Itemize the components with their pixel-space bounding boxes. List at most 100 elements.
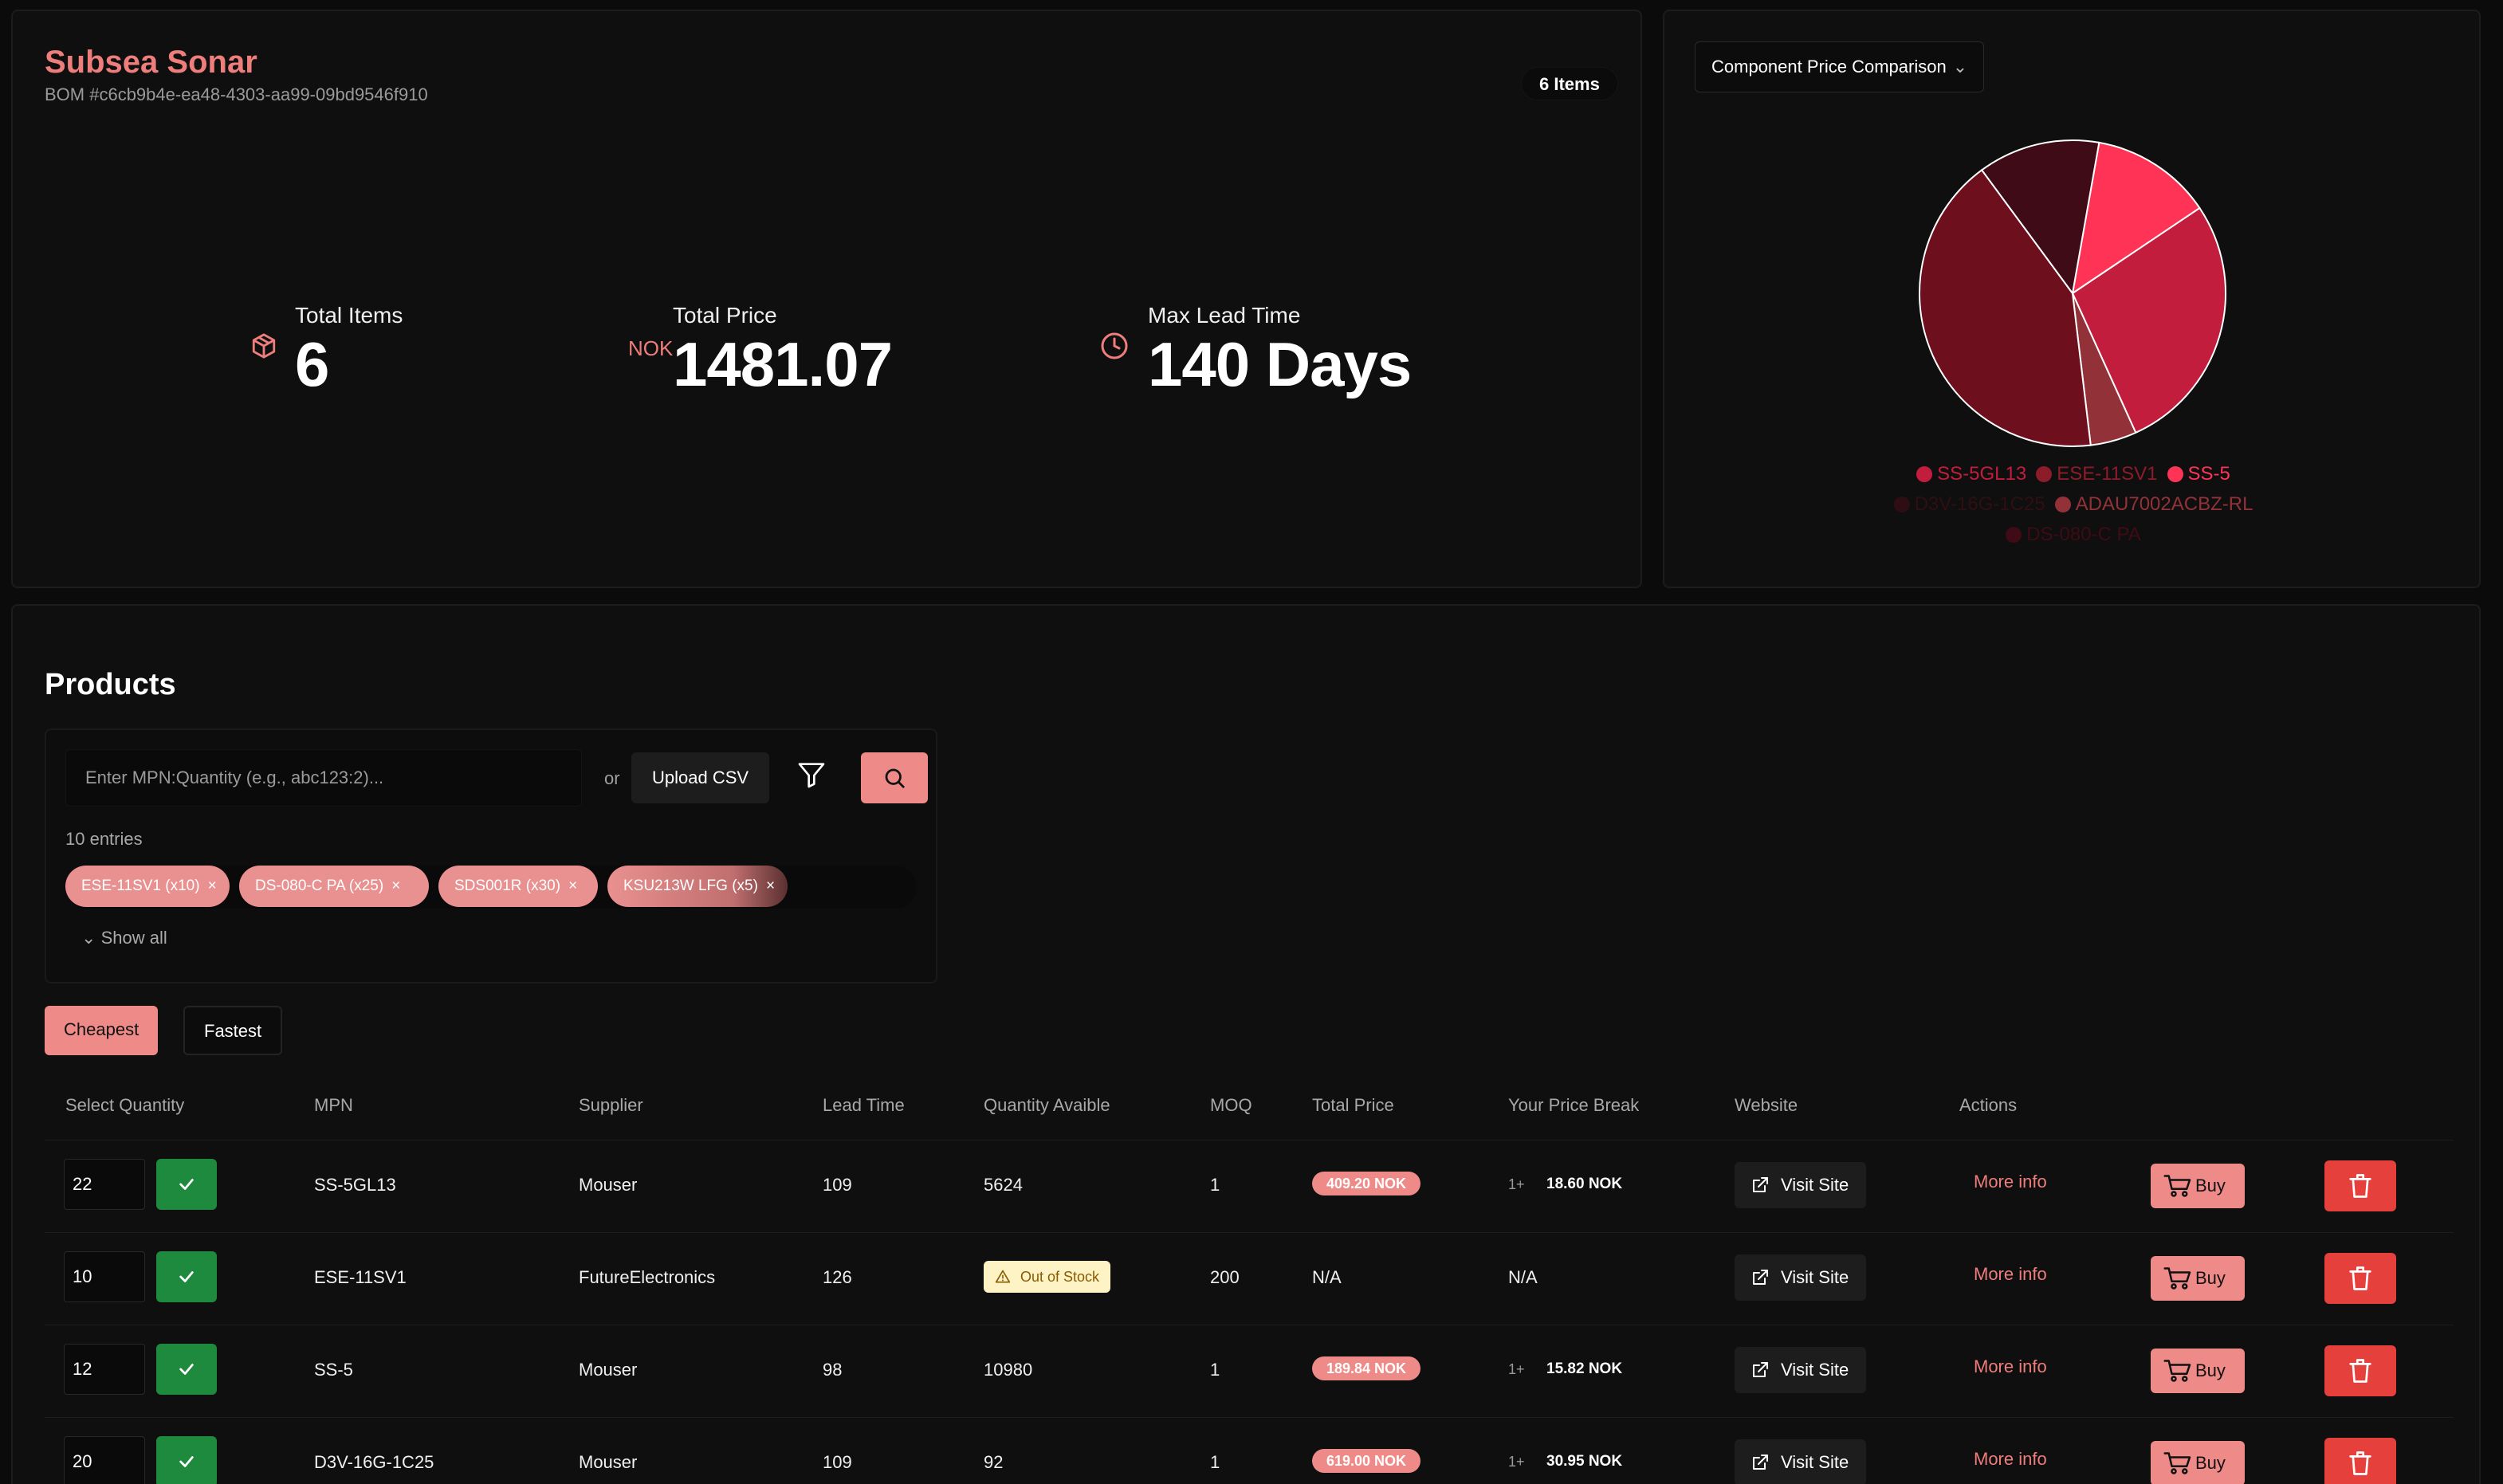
legend-label: DS-080-C PA [2026, 524, 2141, 545]
quantity-input[interactable]: 20 [64, 1436, 145, 1484]
row-divider [45, 1232, 2454, 1233]
cart-icon [2163, 1360, 2191, 1382]
price-pie-chart [1919, 139, 2226, 447]
confirm-quantity-button[interactable] [156, 1159, 217, 1210]
column-header: MPN [314, 1095, 353, 1115]
cart-icon [2163, 1452, 2191, 1474]
column-header: Actions [1959, 1095, 2018, 1115]
quantity-input[interactable]: 10 [64, 1251, 145, 1302]
show-all-toggle[interactable]: ⌄ Show all [81, 928, 167, 948]
buy-button[interactable]: Buy [2151, 1441, 2245, 1484]
chart-type-select-label: Component Price Comparison [1711, 57, 1947, 77]
total-price-badge: 409.20 NOK [1312, 1172, 1421, 1195]
mpn-chip[interactable]: DS-080-C PA (x25) × [239, 866, 429, 907]
more-info-link[interactable]: More info [1974, 1356, 2047, 1376]
more-info-link[interactable]: More info [1974, 1264, 2047, 1284]
price-break-value: 15.82 NOK [1546, 1360, 1623, 1377]
legend-item[interactable]: ESE-11SV1 [2036, 459, 2158, 489]
supplier-cell: Mouser [579, 1175, 638, 1195]
remove-chip-icon[interactable]: × [568, 877, 578, 894]
chart-type-select[interactable]: Component Price Comparison ⌄ [1695, 41, 1985, 92]
legend-label: ADAU7002ACBZ-RL [2075, 493, 2253, 515]
delete-button[interactable] [2324, 1160, 2396, 1211]
price-break-value: 18.60 NOK [1546, 1176, 1623, 1192]
cart-icon [2163, 1267, 2191, 1290]
quantity-input[interactable]: 22 [64, 1159, 145, 1210]
visit-site-button[interactable]: Visit Site [1735, 1254, 1867, 1301]
legend-item[interactable]: DS-080-C PA [2006, 520, 2141, 550]
trash-icon [2349, 1451, 2371, 1475]
total-price-cell: N/A [1312, 1267, 1342, 1287]
trash-icon [2349, 1174, 2371, 1198]
mpn-quantity-input[interactable]: Enter MPN:Quantity (e.g., abc123:2)... [65, 749, 582, 807]
upload-csv-button[interactable]: Upload CSV [631, 752, 770, 803]
legend-item[interactable]: SS-5 [2167, 459, 2230, 489]
mpn-cell: ESE-11SV1 [314, 1267, 407, 1287]
external-link-icon [1753, 1455, 1768, 1470]
lead-time-cell: 98 [823, 1360, 843, 1380]
remove-chip-icon[interactable]: × [391, 877, 401, 894]
legend-label: SS-5 [2187, 463, 2230, 485]
fastest-button[interactable]: Fastest [183, 1006, 283, 1055]
buy-label: Buy [2195, 1176, 2226, 1195]
total-items-value: 6 [295, 329, 329, 399]
delete-button[interactable] [2324, 1345, 2396, 1396]
remove-chip-icon[interactable]: × [765, 877, 776, 894]
visit-site-button[interactable]: Visit Site [1735, 1162, 1867, 1208]
total-price-label: Total Price [673, 303, 777, 328]
buy-button[interactable]: Buy [2151, 1256, 2245, 1301]
legend-swatch [2006, 527, 2022, 543]
trash-icon [2349, 1359, 2371, 1383]
mpn-cell: SS-5GL13 [314, 1175, 396, 1195]
price-comparison-panel: Component Price Comparison ⌄ SS-5GL13 ESE-… [1663, 10, 2481, 588]
total-items-stat: Total Items 6 [295, 303, 403, 395]
lead-time-cell: 109 [823, 1175, 852, 1195]
legend-item[interactable]: SS-5GL13 [1916, 459, 2026, 489]
buy-label: Buy [2195, 1453, 2226, 1473]
check-icon [179, 1364, 194, 1375]
mpn-chip[interactable]: ESE-11SV1 (x10) × [65, 866, 230, 907]
bom-summary-panel: Subsea Sonar BOM #c6cb9b4e-ea48-4303-aa9… [11, 10, 1642, 588]
confirm-quantity-button[interactable] [156, 1436, 217, 1484]
visit-site-label: Visit Site [1781, 1267, 1849, 1287]
pie-slice-ds-080-c-pa[interactable] [1980, 139, 2100, 296]
remove-chip-icon[interactable]: × [207, 877, 217, 894]
filter-icon[interactable] [796, 759, 827, 795]
external-link-icon [1753, 1362, 1768, 1377]
visit-site-button[interactable]: Visit Site [1735, 1439, 1867, 1484]
pie-slice-ss-5[interactable] [2071, 141, 2201, 296]
mpn-chip-label: DS-080-C PA (x25) [255, 877, 384, 894]
mpn-chip[interactable]: KSU213W LFG (x5) × [607, 866, 788, 907]
buy-button[interactable]: Buy [2151, 1349, 2245, 1393]
quantity-available-cell: 5624 [984, 1175, 1023, 1195]
legend-item[interactable]: D3V-16G-1C25 [1893, 489, 2045, 520]
delete-button[interactable] [2324, 1438, 2396, 1484]
quantity-input[interactable]: 12 [64, 1344, 145, 1395]
confirm-quantity-button[interactable] [156, 1344, 217, 1395]
column-header: Quantity Avaible [984, 1095, 1110, 1115]
legend-row: D3V-16G-1C25 ADAU7002ACBZ-RL [1664, 489, 2482, 520]
cart-icon [2163, 1175, 2191, 1197]
more-info-link[interactable]: More info [1974, 1172, 2047, 1192]
mpn-chip[interactable]: SDS001R (x30) × [438, 866, 598, 907]
cheapest-button[interactable]: Cheapest [45, 1006, 159, 1055]
moq-cell: 1 [1210, 1360, 1220, 1380]
max-lead-time-value: 140 Days [1148, 329, 1412, 399]
chevron-down-icon: ⌄ [81, 928, 96, 948]
out-of-stock-label: Out of Stock [1020, 1269, 1100, 1285]
search-button[interactable] [861, 752, 928, 803]
confirm-quantity-button[interactable] [156, 1251, 217, 1302]
price-break-value: N/A [1508, 1267, 1538, 1287]
delete-button[interactable] [2324, 1253, 2396, 1304]
pie-slice-d3v-16g-1c25[interactable] [1919, 168, 2092, 447]
mpn-cell: SS-5 [314, 1360, 353, 1380]
visit-site-button[interactable]: Visit Site [1735, 1347, 1867, 1393]
more-info-link[interactable]: More info [1974, 1449, 2047, 1469]
total-price-badge: 619.00 NOK [1312, 1449, 1421, 1473]
row-divider [45, 1417, 2454, 1418]
mpn-chips-strip: ESE-11SV1 (x10) × DS-080-C PA (x25) × SDS0… [65, 866, 917, 909]
buy-button[interactable]: Buy [2151, 1164, 2245, 1208]
trash-icon [2349, 1266, 2371, 1290]
legend-item[interactable]: ADAU7002ACBZ-RL [2054, 489, 2253, 520]
products-panel: Products Enter MPN:Quantity (e.g., abc12… [11, 604, 2481, 1484]
